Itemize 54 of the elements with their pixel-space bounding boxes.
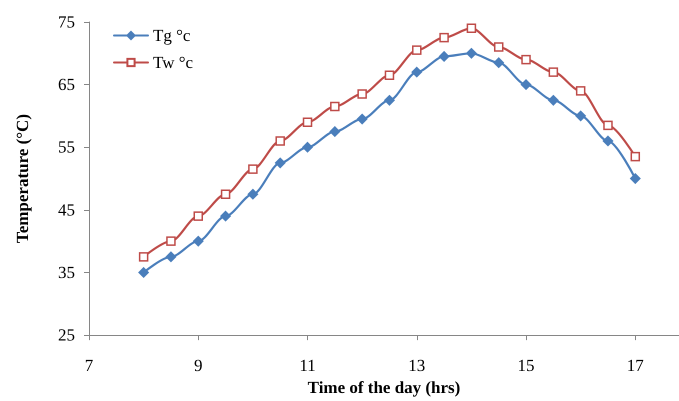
x-tick-label: 11 xyxy=(299,356,316,376)
y-tick-label: 25 xyxy=(58,326,75,345)
point xyxy=(548,67,558,77)
x-tick-label: 13 xyxy=(408,356,426,376)
point xyxy=(494,42,504,52)
point xyxy=(330,102,340,112)
point xyxy=(548,95,559,106)
point xyxy=(330,126,340,137)
point xyxy=(439,32,449,42)
legend-label: Tw °c xyxy=(153,53,194,72)
point xyxy=(603,120,613,130)
y-tick-label: 75 xyxy=(58,12,75,32)
point xyxy=(138,252,148,262)
point xyxy=(356,114,368,124)
point xyxy=(493,57,504,68)
x-tick-label: 15 xyxy=(518,356,535,376)
y-tick-label: 35 xyxy=(58,262,75,282)
point xyxy=(520,79,532,90)
point xyxy=(302,117,312,127)
point xyxy=(275,136,285,146)
point xyxy=(412,66,422,78)
point xyxy=(412,45,422,55)
point xyxy=(138,267,149,278)
point xyxy=(248,188,258,200)
point xyxy=(384,70,394,80)
point xyxy=(575,110,586,122)
point xyxy=(630,152,640,162)
point xyxy=(521,54,531,64)
point xyxy=(357,89,367,99)
y-axis-title: Temperature (°C) xyxy=(13,114,32,244)
y-tick-label: 65 xyxy=(58,75,75,94)
point xyxy=(438,51,450,62)
point xyxy=(274,158,286,168)
x-axis-title: Time of the day (hrs) xyxy=(308,378,460,397)
point xyxy=(166,252,176,262)
point xyxy=(466,24,476,34)
point xyxy=(220,210,231,222)
point xyxy=(248,164,258,174)
point xyxy=(384,95,395,106)
legend-label: Tg °c xyxy=(153,26,191,45)
point xyxy=(220,189,230,199)
point xyxy=(193,236,204,246)
point xyxy=(194,211,204,221)
y-tick-label: 55 xyxy=(58,138,75,157)
y-tick-label: 45 xyxy=(58,200,75,220)
x-tick-label: 7 xyxy=(84,356,94,376)
point xyxy=(602,136,614,146)
point xyxy=(166,236,176,246)
point xyxy=(466,48,477,59)
point xyxy=(302,142,313,152)
x-tick-label: 17 xyxy=(626,356,644,376)
point xyxy=(576,86,586,96)
point xyxy=(630,173,641,184)
x-tick-label: 9 xyxy=(194,356,203,376)
